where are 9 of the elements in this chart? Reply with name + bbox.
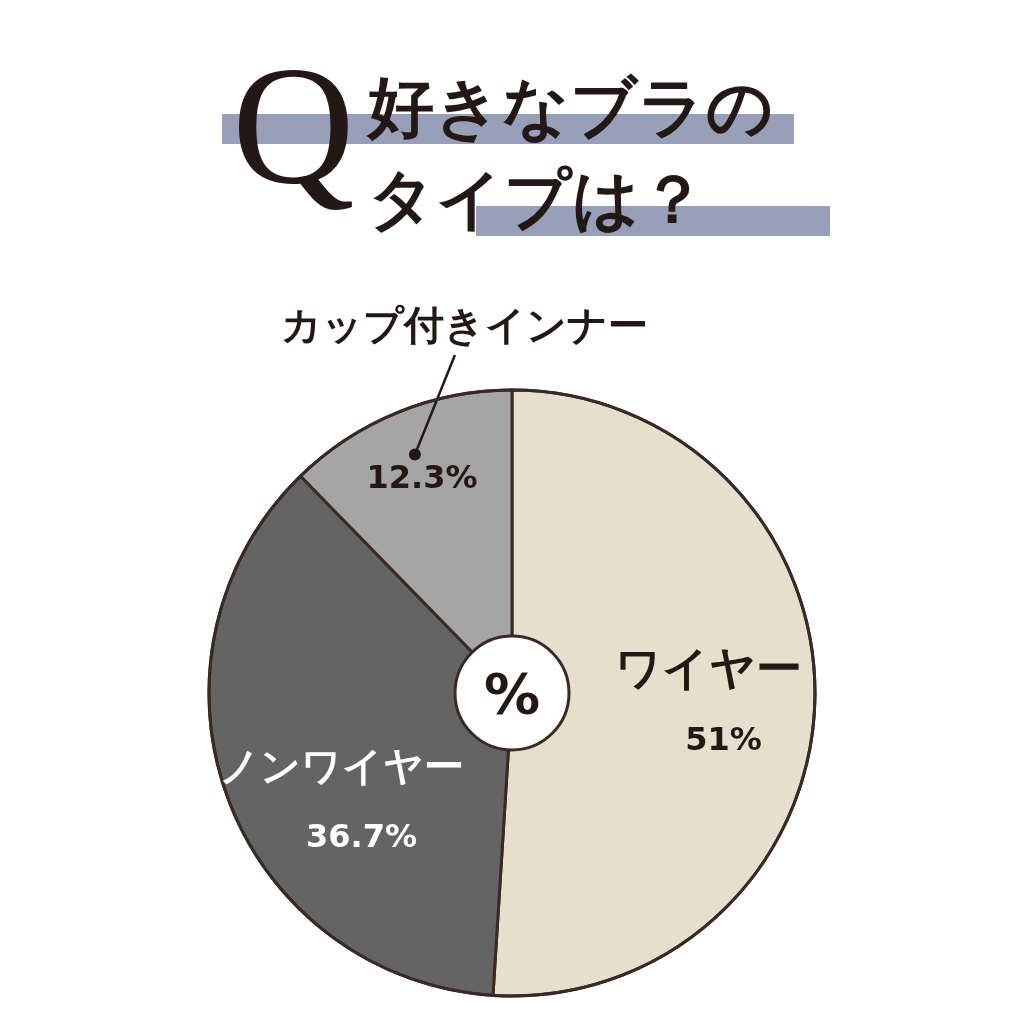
text: Q xyxy=(232,31,355,219)
chart-title: 好きなブラのタイプは？ xyxy=(368,68,775,240)
data-label: 51% xyxy=(685,719,762,759)
data-label: 12.3% xyxy=(366,457,478,496)
slice-label: カップ付きインナー xyxy=(281,301,649,349)
data-label: 36.7% xyxy=(306,817,418,856)
slice-label: ワイヤー xyxy=(615,641,803,697)
text: % xyxy=(484,659,541,727)
slice-label: ノンワイヤー xyxy=(219,742,465,791)
